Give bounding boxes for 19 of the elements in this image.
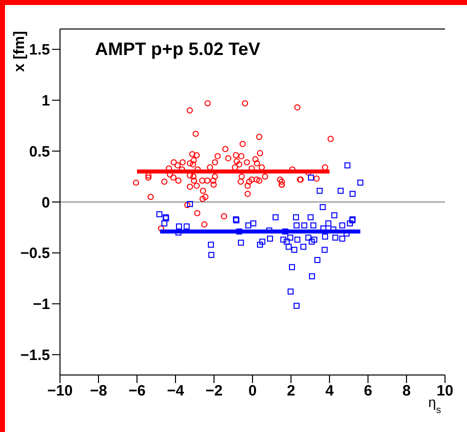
- x-tick-label: −6: [128, 382, 146, 400]
- y-tick-label: 0.5: [29, 143, 50, 160]
- y-tick-label: 1: [42, 92, 50, 110]
- y-tick-label: −1.5: [20, 346, 50, 364]
- y-tick-label: −1: [32, 296, 50, 314]
- x-tick-label: 4: [325, 382, 334, 400]
- y-tick-label: −0.5: [20, 245, 50, 262]
- x-tick-label: 8: [402, 382, 411, 400]
- y-tick-label: 1.5: [29, 42, 50, 59]
- x-tick-label: 6: [364, 382, 372, 400]
- y-axis-title: x [fm]: [11, 31, 28, 72]
- x-tick-label: −4: [166, 382, 185, 400]
- x-tick-label: −8: [90, 382, 108, 400]
- x-tick-label: −2: [205, 382, 223, 400]
- text: AMPT p+p 5.02 TeV: [95, 39, 260, 59]
- x-tick-label: 0: [248, 382, 257, 400]
- y-tick-label: 0: [42, 194, 50, 212]
- x-tick-label: −10: [47, 382, 73, 400]
- x-tick-label: 2: [286, 382, 296, 400]
